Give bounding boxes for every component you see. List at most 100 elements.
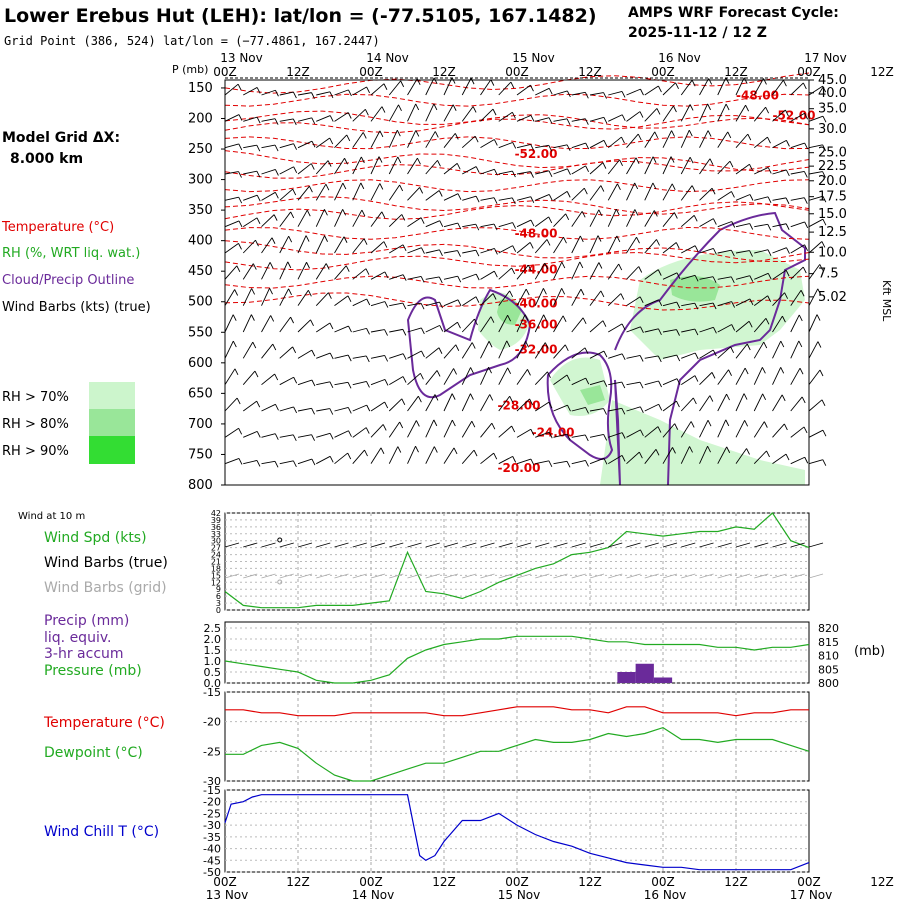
wind-barb (480, 452, 495, 465)
rh-region (550, 357, 610, 416)
wind-barb-flag (655, 449, 660, 456)
wind-barb-flag (494, 248, 498, 255)
wind-barb-flag (708, 78, 713, 85)
wind-barb (790, 221, 805, 228)
wind-barb-flag (709, 158, 714, 165)
wind-barb (553, 90, 568, 96)
wind-barb-flag (512, 142, 517, 149)
wind-barb (571, 235, 581, 254)
wind-barb-flag (565, 213, 570, 220)
wind-barb (735, 420, 746, 438)
wind-barb-flag (402, 376, 407, 383)
wind-barb-flag (238, 428, 243, 435)
wind-barb-flag (744, 367, 749, 375)
wind-barb (607, 183, 618, 201)
ws-tick-label: 42 (211, 509, 221, 518)
wind-barb (699, 130, 709, 148)
wind-barb (480, 422, 493, 438)
wind-barb-flag (512, 222, 517, 229)
wind-barb (389, 328, 403, 333)
wind-barb-flag (749, 194, 754, 201)
wind-barb (352, 132, 364, 148)
wind-barb-flag (348, 325, 352, 333)
wind-barb-flag (530, 84, 534, 92)
wind-barb-flag (658, 85, 662, 93)
bottom-date-label: 15 Nov (498, 888, 541, 900)
wind-barb (790, 266, 804, 280)
wind-barb-flag (366, 86, 371, 94)
bottom-time-label: 12Z (286, 875, 310, 889)
windchill-tick-label: -15 (203, 784, 221, 797)
wind-barb (607, 263, 620, 280)
wind-barb-flag (511, 425, 516, 433)
wind-barb-flag (327, 292, 332, 299)
wind-barb (352, 182, 362, 201)
bottom-time-label: 12Z (724, 875, 748, 889)
wind-barb-grid (808, 573, 824, 579)
wind-barb (772, 423, 785, 438)
wind-barb-flag (452, 104, 457, 111)
wind-barb (443, 275, 458, 280)
wind-barb-flag (822, 144, 827, 152)
wind-barb (808, 171, 823, 175)
wind-barb (626, 157, 637, 175)
ws-tick-label: 27 (211, 544, 221, 553)
wind-barb (808, 399, 823, 412)
grid-point-subtitle: Grid Point (386, 524) lat/lon = (−77.486… (4, 34, 380, 48)
isotherm-line (224, 292, 810, 311)
wind-barb-flag (817, 288, 822, 295)
wind-barb (516, 288, 527, 306)
wind-barb (790, 367, 801, 385)
wind-barb-flag (471, 342, 476, 349)
isotherm-line (224, 179, 810, 193)
p-axis-unit: P (mb) (172, 63, 208, 76)
rh-region (630, 250, 805, 360)
wind-barb (735, 133, 749, 148)
wind-barb (717, 249, 732, 254)
wind-barb-flag (657, 269, 662, 276)
wind-barb-grid (480, 573, 495, 579)
wind-barb (681, 302, 695, 307)
isotherm-line (224, 201, 810, 220)
wind-barb-flag (346, 134, 351, 142)
wind-barb (462, 195, 477, 201)
wind-barb (772, 169, 787, 175)
ws-tick-label: 39 (211, 516, 221, 525)
rh-region (670, 276, 720, 302)
ws-tick-label: 18 (211, 564, 221, 573)
wind-barb-flag (271, 237, 276, 244)
wind-barb-flag (325, 263, 330, 270)
wind-barb-flag (473, 449, 478, 457)
wind-barb-flag (709, 395, 714, 402)
wind-barb (261, 89, 276, 96)
legend-rh90: RH > 90% (2, 444, 69, 459)
wind-barb (589, 290, 602, 306)
wind-barb-flag (420, 217, 425, 224)
legend-windchill: Wind Chill T (°C) (44, 824, 159, 840)
wind-barb (607, 209, 617, 227)
wind-barb-flag (433, 446, 438, 453)
wind-barb (553, 344, 566, 359)
wind-barb-flag (382, 424, 387, 431)
wind-barb-flag (564, 344, 569, 352)
wind-barb-flag (288, 235, 293, 243)
wind-barb-grid (352, 573, 367, 579)
wind-barb (480, 341, 490, 359)
wind-barb (735, 448, 747, 464)
wind-barb-flag (761, 367, 766, 374)
wind-barb-grid (261, 573, 276, 579)
wind-barb-flag (345, 265, 350, 272)
legend-wind-grid: Wind Barbs (grid) (44, 580, 167, 596)
p-tick-label: 500 (188, 295, 213, 310)
wind-barb (389, 376, 404, 386)
wind-barb (443, 368, 454, 385)
wind-barb (553, 144, 568, 149)
wind-barb-flag (690, 421, 695, 428)
wind-barb (315, 263, 327, 280)
cloud-outline (614, 211, 806, 486)
wind-barb (681, 274, 696, 280)
p-tick-label: 750 (188, 447, 213, 462)
wind-barb (407, 302, 422, 307)
wind-barb-flag (238, 220, 243, 228)
wind-barb (662, 423, 676, 438)
